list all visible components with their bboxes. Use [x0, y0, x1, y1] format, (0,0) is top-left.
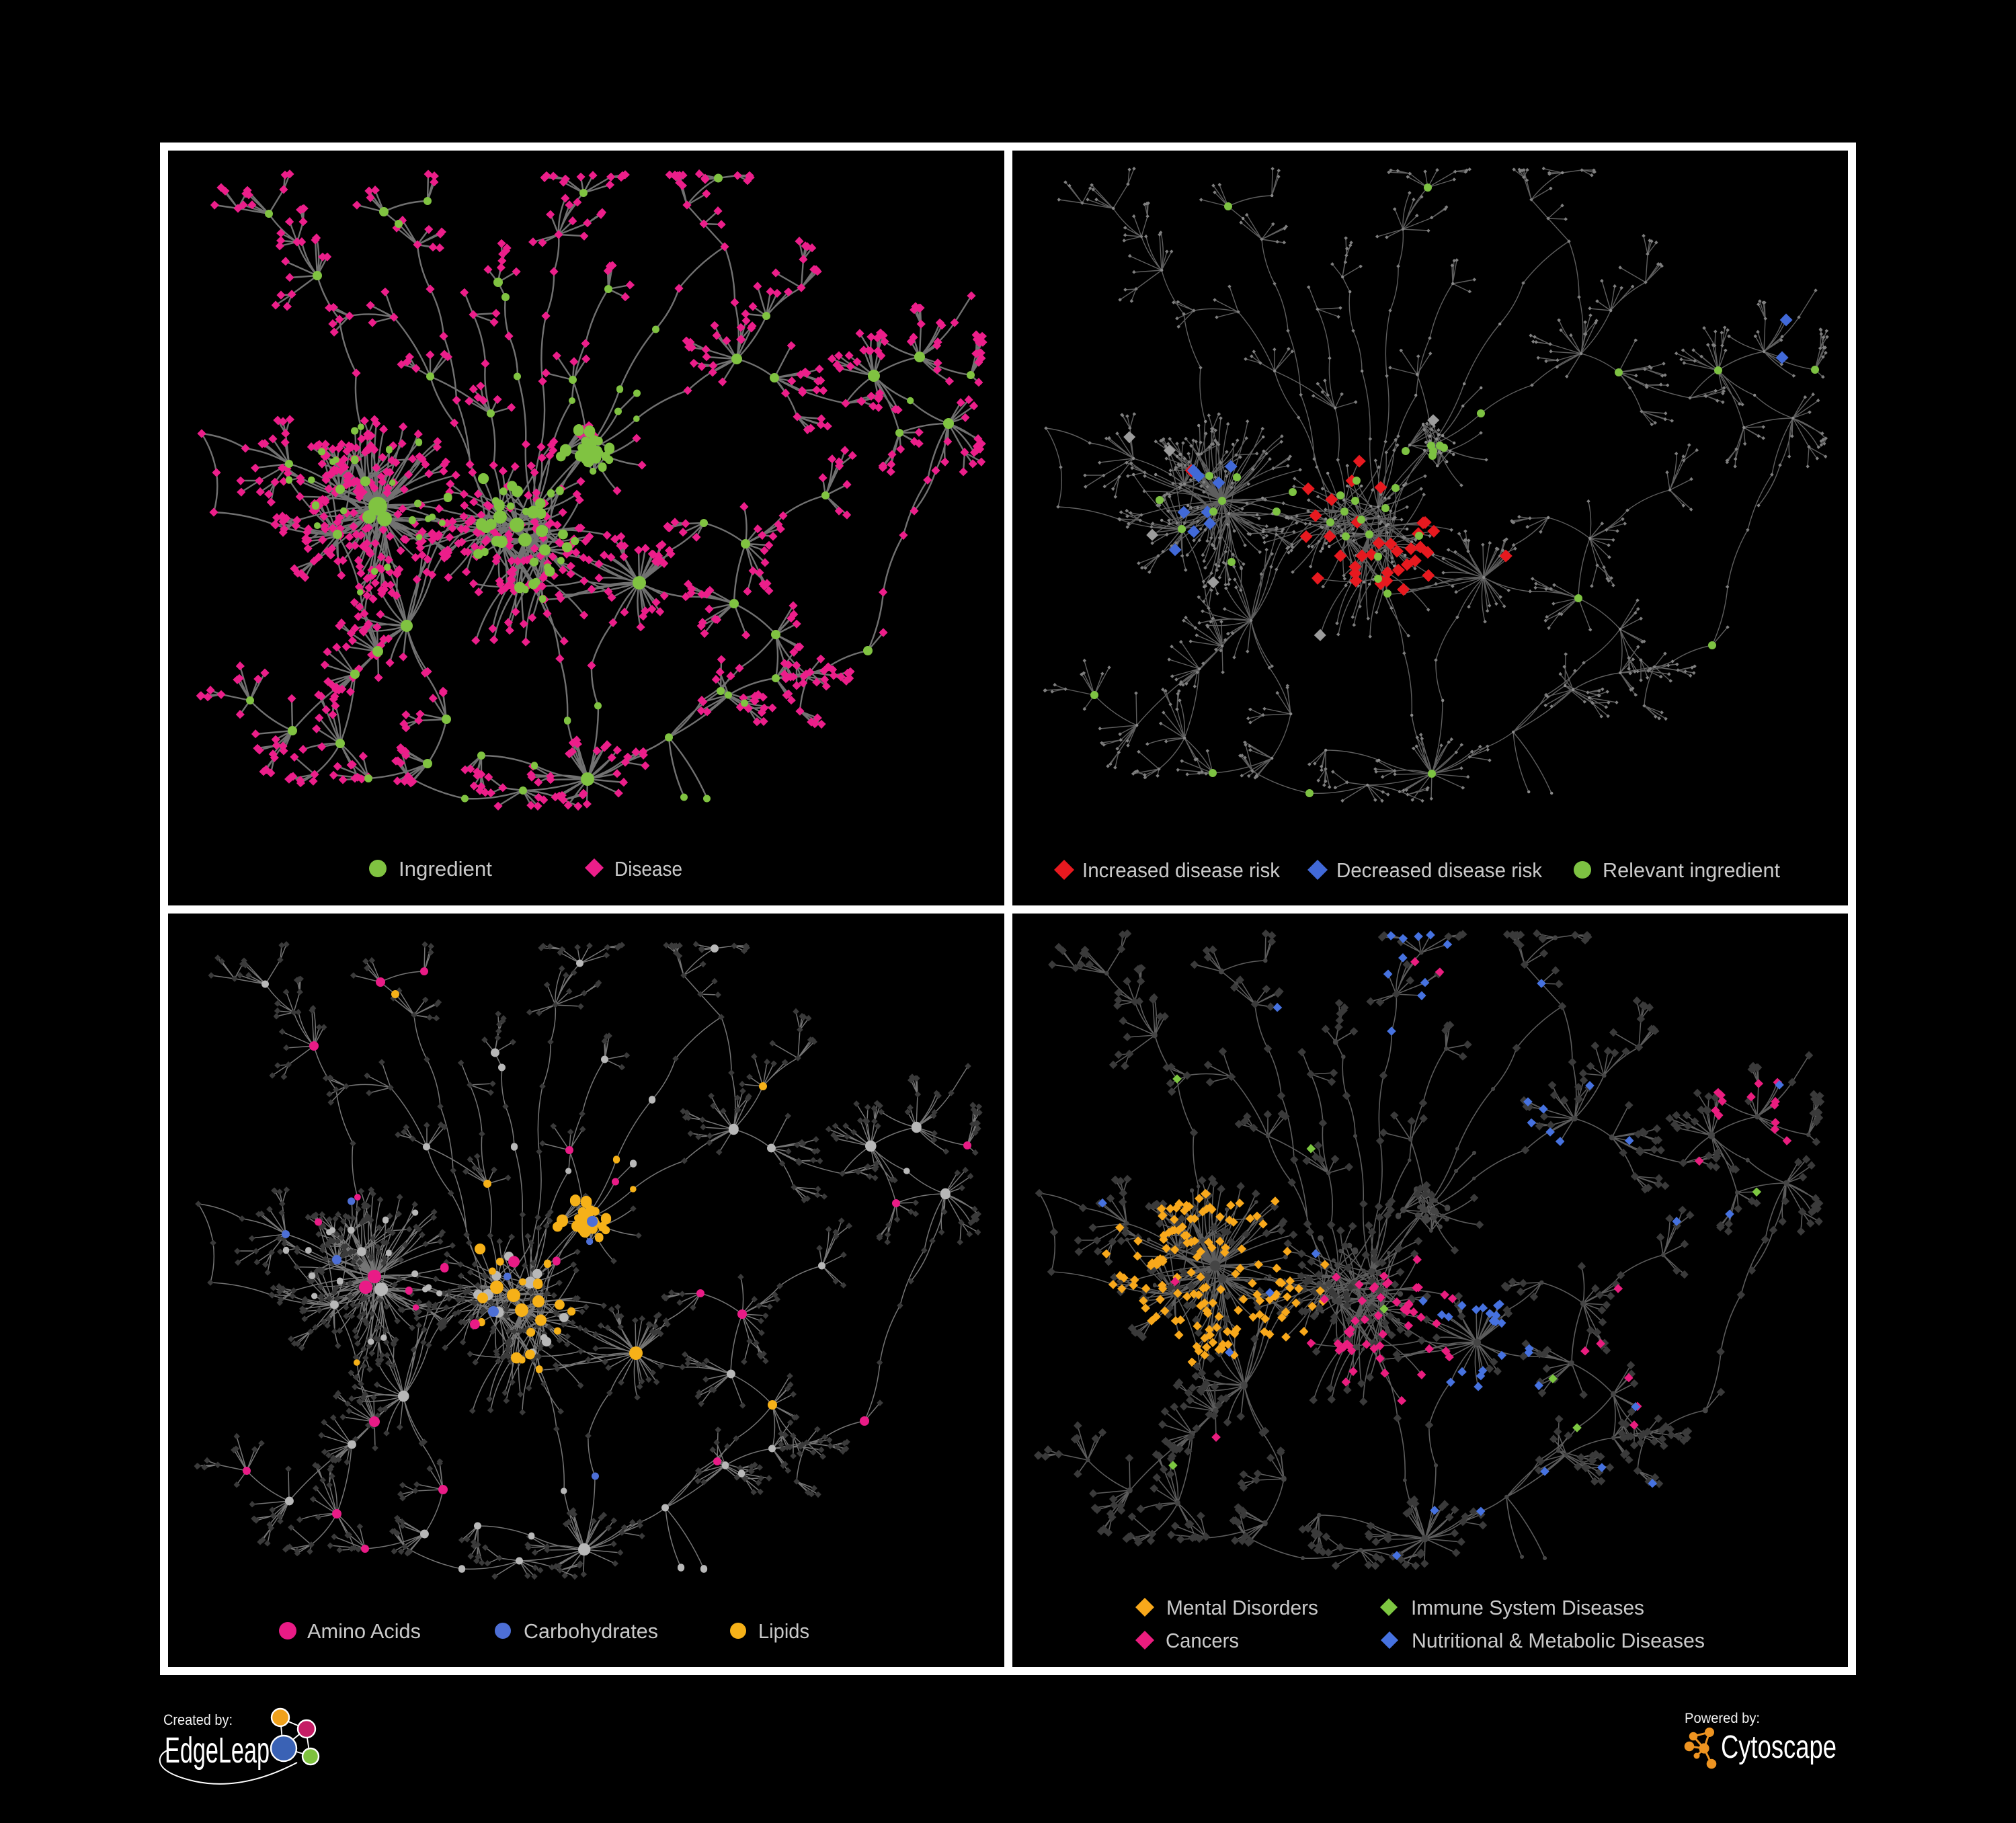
svg-text:Lipids: Lipids: [758, 1619, 809, 1643]
svg-text:Increased disease risk: Increased disease risk: [1082, 858, 1280, 882]
svg-text:Amino Acids: Amino Acids: [307, 1619, 421, 1643]
svg-text:EdgeLeap: EdgeLeap: [165, 1730, 270, 1771]
svg-text:Nutritional & Metabolic Diseas: Nutritional & Metabolic Diseases: [1412, 1629, 1705, 1652]
svg-text:Decreased disease risk: Decreased disease risk: [1336, 858, 1542, 882]
svg-text:Created by:: Created by:: [163, 1711, 233, 1728]
svg-text:Carbohydrates: Carbohydrates: [524, 1619, 658, 1643]
svg-text:Mental Disorders: Mental Disorders: [1166, 1596, 1318, 1619]
svg-text:Immune System Diseases: Immune System Diseases: [1411, 1596, 1644, 1619]
svg-text:Cancers: Cancers: [1166, 1629, 1239, 1652]
svg-text:Disease: Disease: [614, 857, 682, 881]
svg-text:Cytoscape: Cytoscape: [1721, 1730, 1837, 1765]
svg-text:Ingredient: Ingredient: [399, 857, 492, 881]
svg-text:Powered by:: Powered by:: [1685, 1711, 1760, 1726]
svg-text:Relevant ingredient: Relevant ingredient: [1603, 858, 1780, 882]
